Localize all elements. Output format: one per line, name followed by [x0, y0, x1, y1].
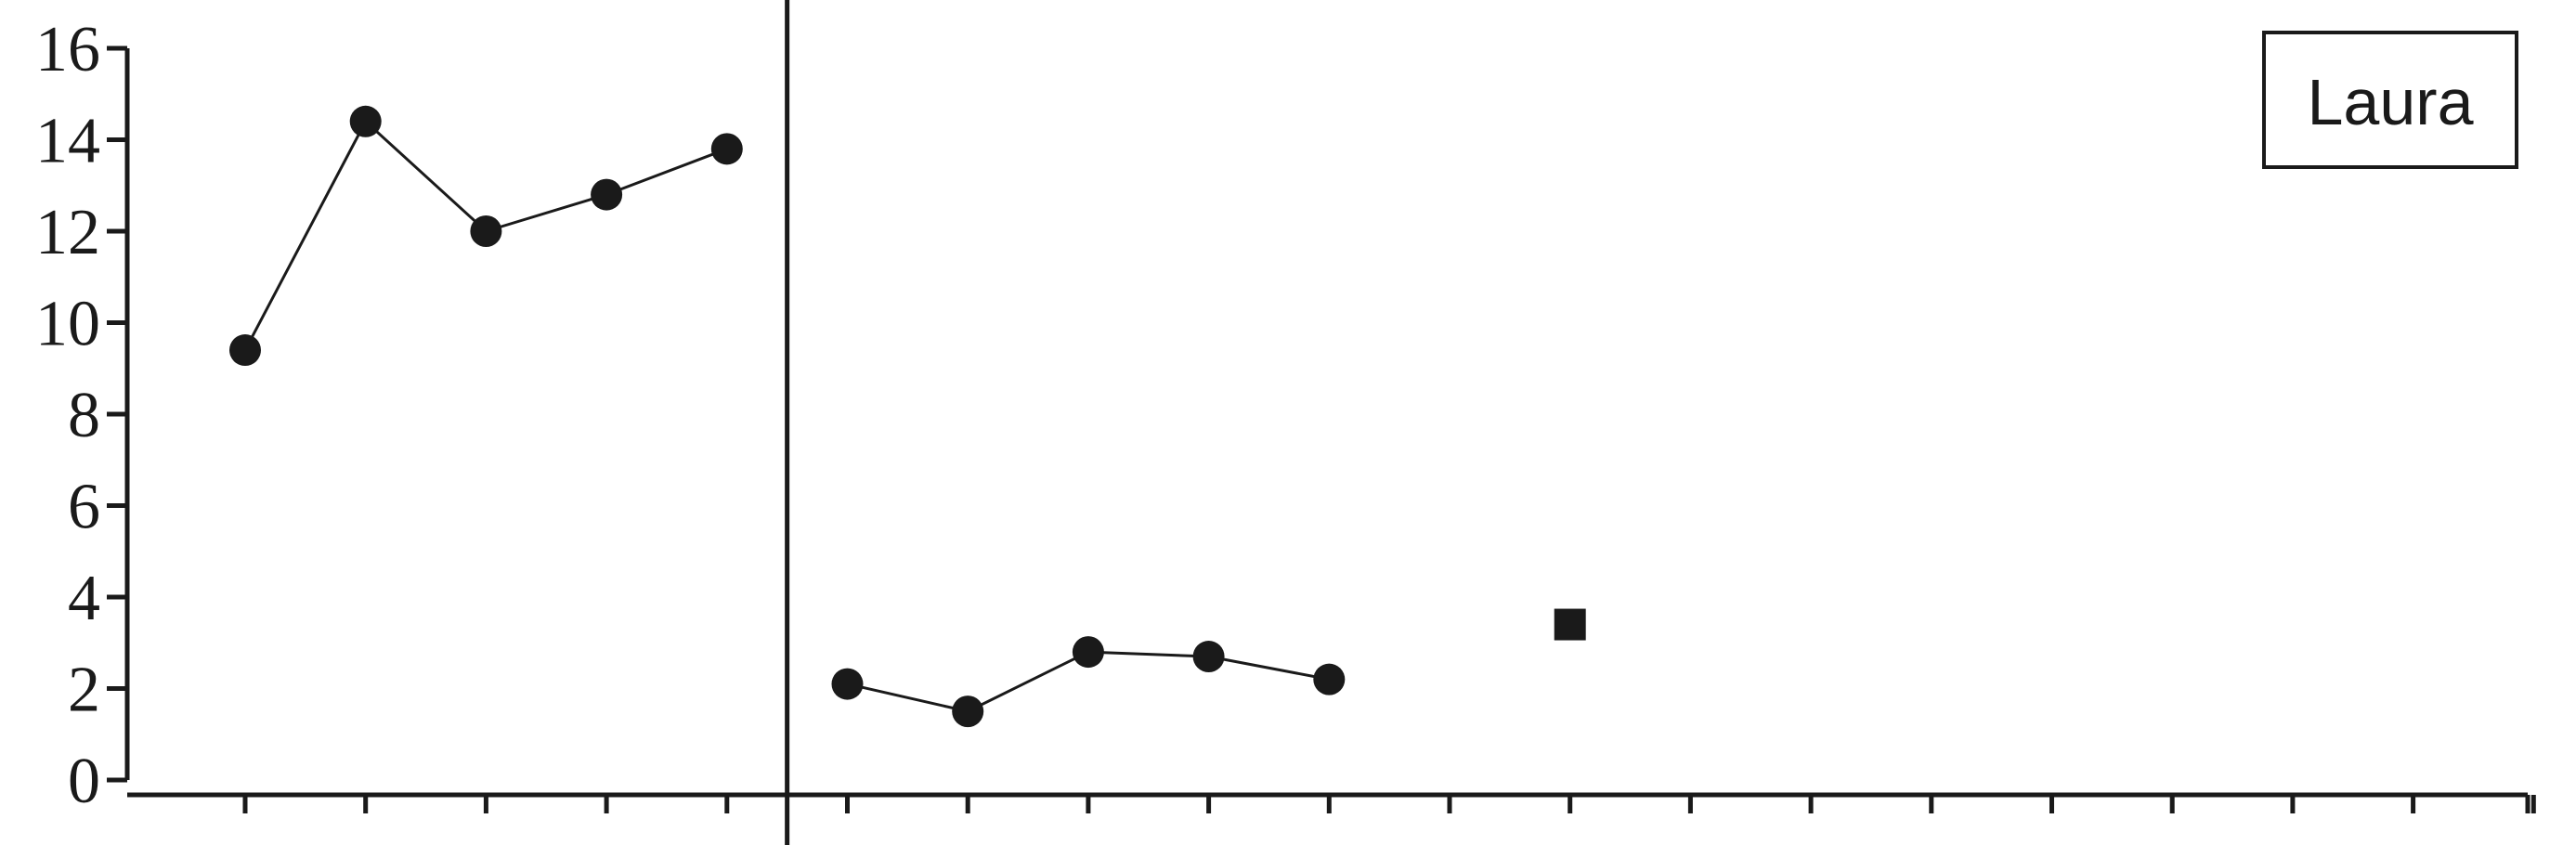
series-1: [229, 105, 743, 367]
data-point: [952, 696, 984, 728]
legend-label: Laura: [2307, 66, 2473, 138]
y-tick-label: 14: [35, 106, 100, 177]
y-tick-label: 8: [68, 380, 100, 451]
y-tick-label: 12: [35, 197, 100, 268]
data-point: [831, 668, 864, 700]
data-point-square: [1554, 608, 1586, 641]
data-series: [229, 105, 1586, 728]
data-point: [229, 334, 261, 367]
data-point: [591, 178, 623, 211]
y-tick-label: 10: [35, 289, 100, 360]
y-tick-labels: 0 2 4 6 8 10 12 14 16: [35, 14, 100, 817]
data-point: [1313, 663, 1346, 696]
axis-ticks: [107, 46, 2536, 813]
data-point: [349, 105, 382, 137]
series-2: [831, 636, 1346, 728]
y-tick-label: 4: [68, 563, 100, 634]
y-tick-label: 0: [68, 746, 100, 817]
data-point: [1072, 636, 1104, 669]
y-tick-label: 2: [68, 655, 100, 726]
data-point: [710, 133, 743, 165]
data-point: [1192, 641, 1225, 673]
series-3: [1554, 608, 1586, 641]
y-tick-label: 6: [68, 472, 100, 543]
legend: Laura: [2262, 31, 2518, 169]
legend-box: [2262, 31, 2518, 169]
y-tick-label: 16: [35, 14, 100, 85]
data-point: [470, 215, 502, 247]
